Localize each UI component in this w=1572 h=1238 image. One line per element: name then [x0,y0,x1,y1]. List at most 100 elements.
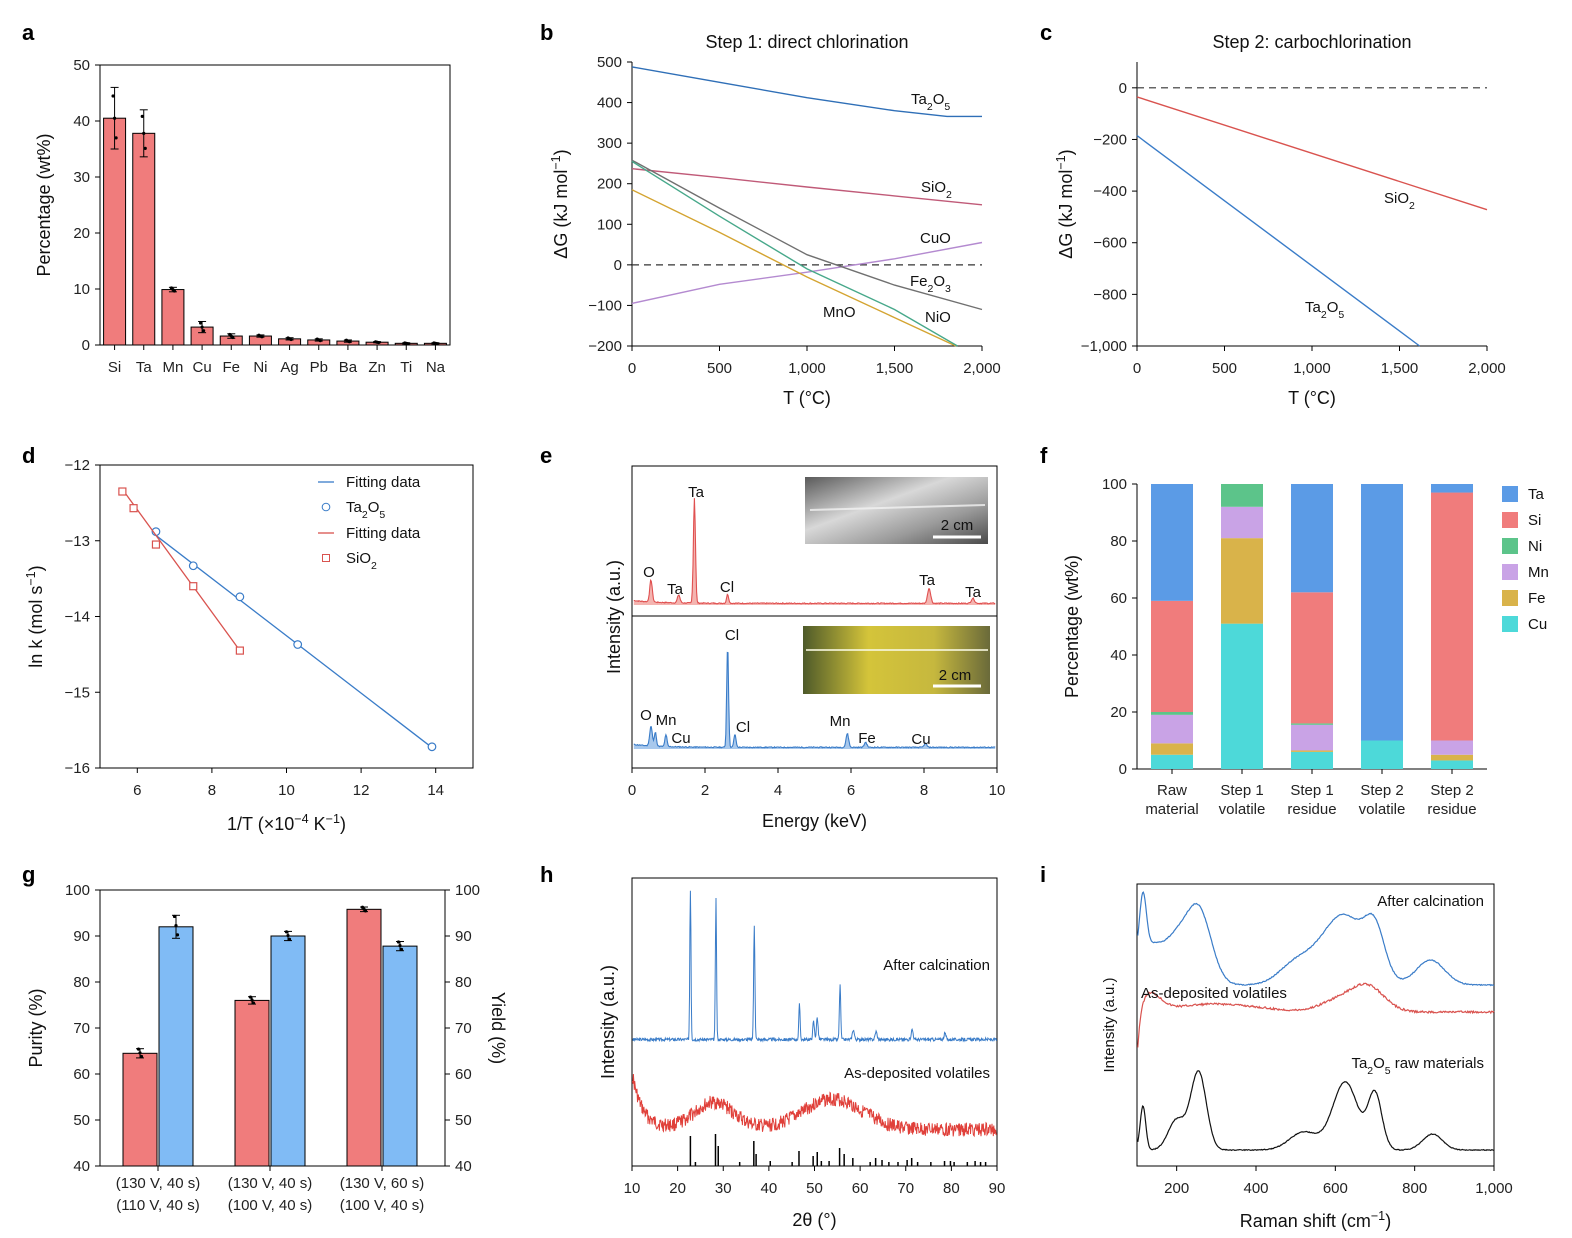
data-point [347,340,352,344]
panel-labels: a b c d e f g h i [22,20,1052,887]
x-tick-label: 14 [427,782,444,799]
y-tick-label: 40 [73,113,90,130]
data-point [376,340,381,345]
x-tick-label: Cu [192,359,211,376]
y-tick-label: 20 [1110,704,1127,721]
bar [103,117,127,346]
y-tick-label: −16 [65,760,90,777]
y-tick-label: 50 [73,57,90,74]
y-tick-label: 100 [597,216,622,233]
x-tick-label: 200 [1164,1180,1189,1197]
legend-swatch-Si [1502,512,1518,528]
x-tick-label: Si [108,359,121,376]
y-tick-label-left: 100 [65,882,90,899]
x-tick-label: Ti [400,359,412,376]
panel-b-chart: Step 1: direct chlorination −200 −100 0 100 2… [549,32,1001,408]
x-axis-label: Raman shift (cm−1) [1240,1209,1391,1231]
data-point [289,337,293,342]
y-tick-label: 200 [597,176,622,193]
data-point [189,582,198,591]
panel-label-g: g [22,862,35,887]
raman-as-deposited [1137,982,1495,1048]
x-tick-label: 1,500 [876,360,914,377]
x-tick-label: Raw [1157,782,1187,799]
series-label-Fe2O3: Fe2O3 [910,273,951,295]
x-tick-label: 0 [628,782,636,799]
x-tick-label: (130 V, 40 s) [116,1175,201,1192]
y-tick-label: 20 [73,225,90,242]
y-tick-label-left: 90 [73,928,90,945]
panel-f-chart: 0 20 40 60 80 100 Raw material Step 1 volatile Ste… [1062,476,1549,818]
panel-d-chart: −16 −15 −14 −13 −12 6 8 10 12 14 Fitting data Ta2O5… [24,457,474,834]
legend-label: Cu [1528,616,1547,633]
series-line-CuO [631,241,983,305]
data-point [118,487,127,496]
peak-label: Ta [688,484,705,501]
y-tick-label: −100 [588,297,622,314]
peak-label: Cl [725,627,739,644]
y-tick-label-right: 90 [455,928,472,945]
bar-segment-Cu [1151,754,1193,769]
legend-label: Ni [1528,538,1542,555]
x-tick-label: 500 [707,360,732,377]
y-tick-label: 0 [614,257,622,274]
x-axis-label: T (°C) [783,388,831,408]
data-point [235,592,245,602]
y-tick-label: 400 [597,95,622,112]
series-line-Ta2O5 [631,66,982,118]
x-tick-label: 6 [847,782,855,799]
y-tick-label: 0 [82,337,90,354]
x-tick-label: 70 [897,1180,914,1197]
legend-label: Si [1528,512,1541,529]
x-tick-label: Zn [368,359,386,376]
y-tick-label: −14 [65,609,90,626]
x-tick-label: 90 [989,1180,1006,1197]
legend-label: Ta2O5 [346,499,385,521]
y-axis-label: Percentage (wt%) [1062,555,1082,698]
bar-segment-Cu [1431,760,1473,769]
panel-label-h: h [540,862,553,887]
legend-label: Fitting data [346,474,421,491]
peak-label: Ta [919,572,936,589]
x-tick-label: 1,500 [1381,360,1419,377]
y-tick-label: 60 [1110,590,1127,607]
y-tick-label: −12 [65,457,90,474]
series-label-SiO2: SiO2 [921,179,952,201]
photo-highlight [809,504,986,511]
y-tick-label-right: 70 [455,1020,472,1037]
x-tick-label: (110 V, 40 s) [116,1197,199,1214]
bar-segment-Mn [1151,714,1193,744]
bar-yield [270,935,306,1167]
x-tick-label: Step 1 [1290,782,1333,799]
peak-label: Ta [965,584,982,601]
x-tick-label: 400 [1243,1180,1268,1197]
x-axis-label: 2θ (°) [792,1210,836,1230]
xrd-after-calcination [632,890,997,1043]
x-tick-label: Ba [339,359,358,376]
data-point [172,289,177,293]
y-tick-label: 0 [1119,761,1127,778]
peak-label: Mn [656,712,677,729]
raman-raw-materials [1137,1070,1495,1152]
x-tick-label: volatile [1219,801,1266,818]
y-tick-label-right: 80 [455,974,472,991]
bar [132,132,156,346]
y-tick-label: −200 [588,338,622,355]
x-tick-label: 2,000 [1468,360,1506,377]
series-label-Ta2O5: Ta2O5 [1305,299,1344,321]
x-tick-label: 12 [353,782,370,799]
x-tick-label: 10 [624,1180,641,1197]
series-label-MnO: MnO [823,304,856,321]
bar-segment-Cu [1291,751,1333,769]
x-tick-label: Pb [310,359,328,376]
plot-frame [631,465,998,769]
y-tick-label-left: 50 [73,1112,90,1129]
legend-swatch-Ni [1502,538,1518,554]
panel-i-chart: 200 400 600 800 1,000 After calcination As-dep… [1101,883,1513,1231]
data-point [129,504,138,513]
data-point [284,930,289,934]
y-tick-label: −1,000 [1081,338,1127,355]
x-tick-label: 4 [774,782,782,799]
x-tick-label: 50 [806,1180,823,1197]
